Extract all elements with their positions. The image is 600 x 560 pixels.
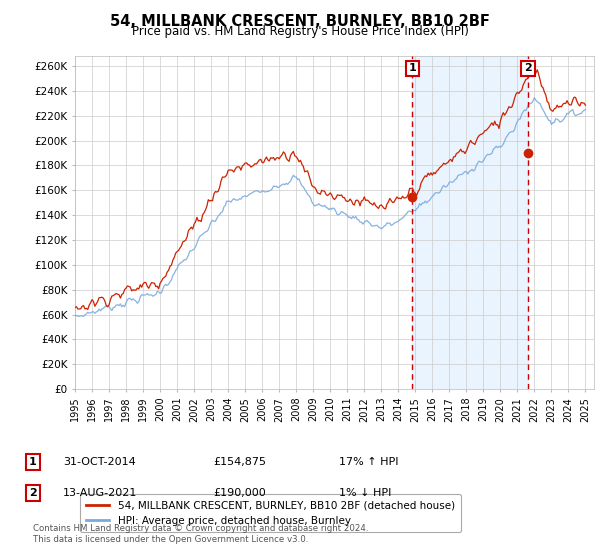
Text: 2: 2	[524, 63, 532, 73]
Text: 54, MILLBANK CRESCENT, BURNLEY, BB10 2BF: 54, MILLBANK CRESCENT, BURNLEY, BB10 2BF	[110, 14, 490, 29]
Text: £154,875: £154,875	[213, 457, 266, 467]
Text: 1: 1	[29, 457, 37, 467]
Text: 13-AUG-2021: 13-AUG-2021	[63, 488, 137, 498]
Text: 1% ↓ HPI: 1% ↓ HPI	[339, 488, 391, 498]
Bar	[412, 56, 528, 389]
Text: 31-OCT-2014: 31-OCT-2014	[63, 457, 136, 467]
Text: £190,000: £190,000	[213, 488, 266, 498]
Text: 1: 1	[409, 63, 416, 73]
Text: 2: 2	[29, 488, 37, 498]
Legend: 54, MILLBANK CRESCENT, BURNLEY, BB10 2BF (detached house), HPI: Average price, d: 54, MILLBANK CRESCENT, BURNLEY, BB10 2BF…	[80, 494, 461, 532]
Text: Price paid vs. HM Land Registry's House Price Index (HPI): Price paid vs. HM Land Registry's House …	[131, 25, 469, 38]
Text: 17% ↑ HPI: 17% ↑ HPI	[339, 457, 398, 467]
Text: Contains HM Land Registry data © Crown copyright and database right 2024.
This d: Contains HM Land Registry data © Crown c…	[33, 524, 368, 544]
